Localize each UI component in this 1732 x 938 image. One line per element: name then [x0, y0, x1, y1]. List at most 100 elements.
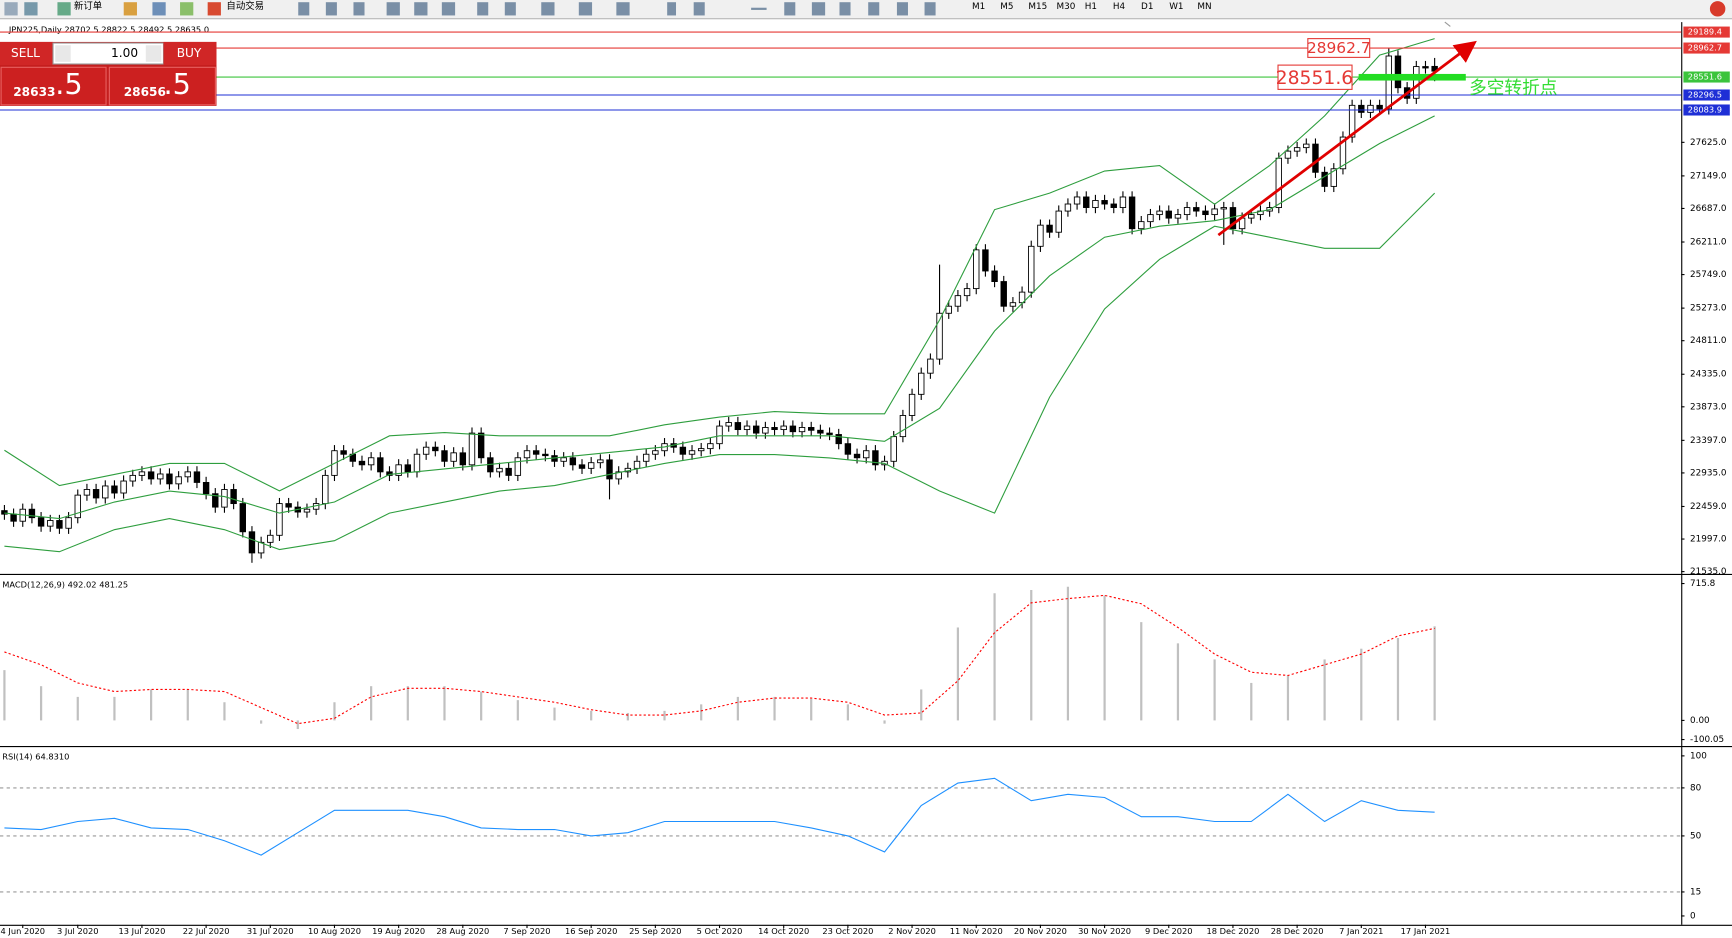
macd-bar [516, 700, 519, 721]
candle-body [945, 305, 952, 314]
toolbar [0, 0, 1732, 19]
candle-body [908, 393, 916, 416]
auto-trading-button[interactable]: 自动交易 [226, 0, 264, 12]
candle-body [212, 493, 219, 508]
buy-price-fraction[interactable]: .5 [163, 67, 190, 101]
x-tick-label: 9 Dec 2020 [1145, 926, 1193, 936]
candle-body [367, 457, 375, 466]
icon[interactable] [477, 2, 489, 16]
icon[interactable] [152, 2, 166, 16]
icon[interactable] [386, 2, 400, 16]
macd-bar [1103, 595, 1106, 721]
candle-body [771, 427, 778, 431]
macd-bar [333, 702, 336, 721]
candle-body [1138, 221, 1145, 230]
icon[interactable] [298, 2, 310, 16]
icon[interactable] [24, 2, 38, 16]
sell-price-box[interactable] [0, 66, 107, 106]
y-tick-label: 24811.0 [1690, 336, 1727, 346]
alert-icon[interactable] [1709, 1, 1726, 17]
candle-body [358, 460, 366, 466]
macd-bar [1213, 659, 1216, 721]
lot-up[interactable] [145, 45, 162, 62]
y-tick-label: 0 [1690, 911, 1696, 921]
bollinger-upper [4, 38, 1435, 492]
new-order-icon[interactable] [57, 2, 71, 16]
icon[interactable] [4, 2, 18, 16]
candle-body [459, 452, 467, 466]
macd-bar [663, 710, 666, 721]
candle-body [642, 453, 650, 462]
icon[interactable] [839, 2, 851, 16]
icon[interactable] [693, 2, 705, 16]
sell-button[interactable] [0, 41, 54, 66]
timeframe-button[interactable]: MN [1197, 2, 1211, 12]
y-tick-label: 21535.0 [1690, 567, 1727, 577]
y-tick-label: 27625.0 [1690, 138, 1727, 148]
candle-body [166, 473, 173, 485]
timeframe-button[interactable]: H1 [1085, 2, 1097, 12]
sell-price[interactable]: 28633 [13, 85, 55, 99]
icon[interactable] [924, 2, 936, 16]
buy-label[interactable]: BUY [177, 46, 202, 60]
y-tick-label: 25749.0 [1690, 270, 1727, 280]
icon[interactable] [441, 2, 456, 16]
macd-bar [1066, 586, 1070, 721]
icon[interactable] [868, 2, 880, 16]
candle-body [1248, 214, 1255, 219]
x-tick-label: 7 Jan 2021 [1339, 926, 1383, 936]
icon[interactable] [811, 2, 826, 16]
timeframe-button[interactable]: M5 [1000, 2, 1013, 12]
icon[interactable] [325, 2, 337, 16]
timeframe-button[interactable]: H4 [1113, 2, 1126, 12]
icon[interactable] [667, 2, 677, 16]
icon[interactable] [180, 2, 194, 16]
chart-title: JPN225,Daily 28702.5 28822.5 28492.5 286… [8, 24, 209, 34]
candle-body [523, 450, 531, 459]
candle-body [954, 295, 962, 307]
lot-down[interactable] [55, 45, 71, 62]
icon[interactable] [784, 2, 796, 16]
candle-body [1358, 104, 1365, 113]
icon[interactable] [578, 2, 593, 16]
buy-button[interactable] [163, 41, 217, 66]
candle-body [1303, 143, 1310, 149]
candle-body [1193, 207, 1200, 212]
candle-body [532, 450, 540, 455]
candle-body [157, 473, 164, 480]
new-order-button[interactable]: 新订单 [74, 0, 102, 12]
icon[interactable] [123, 2, 137, 16]
macd-bar [480, 691, 483, 721]
candle-body [450, 452, 457, 462]
timeframe-button[interactable]: D1 [1141, 2, 1153, 12]
shift-marker [1444, 21, 1451, 27]
candle-body [826, 432, 833, 435]
y-tick-label: 26687.0 [1690, 204, 1727, 214]
icon[interactable] [414, 2, 428, 16]
macd-bar [1433, 626, 1436, 721]
auto-trading-icon[interactable] [207, 2, 221, 16]
sell-price-fraction[interactable]: .5 [55, 67, 82, 101]
sell-label[interactable]: SELL [11, 46, 40, 60]
icon[interactable] [616, 2, 630, 16]
buy-price-box[interactable] [108, 66, 216, 106]
lot-value[interactable]: 1.00 [111, 46, 138, 60]
candle-body [1055, 210, 1062, 233]
icon[interactable] [541, 2, 555, 16]
candle-body [734, 422, 742, 431]
candle-body [276, 503, 283, 536]
icon[interactable] [896, 2, 908, 16]
candle-body [743, 425, 751, 431]
timeframe-button[interactable]: W1 [1169, 2, 1183, 12]
timeframe-button[interactable]: M15 [1028, 2, 1047, 12]
icon[interactable] [353, 2, 365, 16]
timeframe-button[interactable]: M30 [1057, 2, 1076, 12]
candle-body [1284, 150, 1292, 159]
candle-body [1183, 207, 1191, 216]
price-level-tag [1683, 71, 1730, 83]
y-tick-label: 23397.0 [1690, 436, 1727, 446]
buy-price[interactable]: 28656 [124, 85, 166, 99]
icon[interactable] [751, 7, 767, 10]
icon[interactable] [504, 2, 516, 16]
timeframe-button[interactable]: M1 [972, 2, 985, 12]
